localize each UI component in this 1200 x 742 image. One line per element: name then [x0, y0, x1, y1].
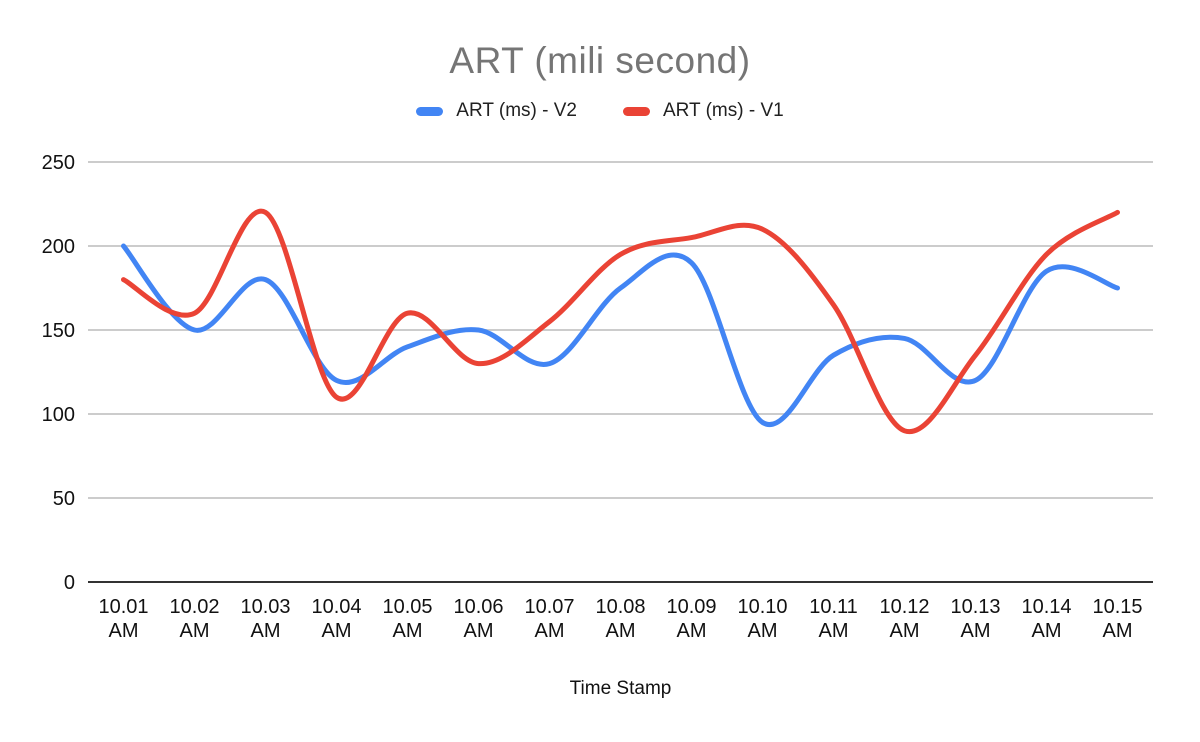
y-tick-label: 0 — [64, 572, 75, 594]
series-line-v1 — [121, 208, 1120, 435]
x-tick-label: 10.02 AM — [169, 596, 219, 642]
x-tick-label: 10.09 AM — [666, 596, 716, 642]
x-axis-title: Time Stamp — [570, 678, 672, 699]
x-tick-label: 10.08 AM — [595, 596, 645, 642]
legend-label-v1: ART (ms) - V1 — [663, 100, 784, 121]
x-tick-label: 10.11 AM — [809, 596, 858, 642]
legend-item-v2: ART (ms) - V2 — [416, 100, 577, 122]
x-tick-label: 10.10 AM — [737, 596, 787, 642]
legend-item-v1: ART (ms) - V1 — [623, 100, 784, 122]
legend-label-v2: ART (ms) - V2 — [456, 100, 577, 121]
y-tick-label: 100 — [42, 404, 75, 426]
y-tick-label: 50 — [53, 488, 75, 510]
x-tick-label: 10.04 AM — [311, 596, 361, 642]
x-tick-label: 10.03 AM — [240, 596, 290, 642]
y-tick-label: 250 — [42, 152, 75, 174]
x-tick-label: 10.15 AM — [1092, 596, 1142, 642]
x-tick-label: 10.12 AM — [879, 596, 929, 642]
chart-title: ART (mili second) — [449, 40, 751, 81]
x-tick-label: 10.14 AM — [1021, 596, 1071, 642]
legend-swatch-v1-icon — [623, 106, 650, 116]
x-tick-label: 10.01 AM — [98, 596, 148, 642]
series-line-v2 — [121, 243, 1120, 428]
y-tick-label: 150 — [42, 320, 75, 342]
y-tick-label: 200 — [42, 236, 75, 258]
x-tick-label: 10.13 AM — [950, 596, 1000, 642]
x-tick-label: 10.07 AM — [524, 596, 574, 642]
x-tick-label: 10.06 AM — [453, 596, 503, 642]
x-tick-label: 10.05 AM — [382, 596, 432, 642]
legend-swatch-v2-icon — [416, 106, 444, 116]
legend: ART (ms) - V2 ART (ms) - V1 — [0, 98, 1200, 124]
